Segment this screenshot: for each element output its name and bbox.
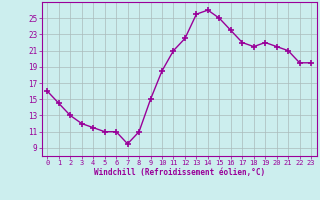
X-axis label: Windchill (Refroidissement éolien,°C): Windchill (Refroidissement éolien,°C) [94, 168, 265, 177]
